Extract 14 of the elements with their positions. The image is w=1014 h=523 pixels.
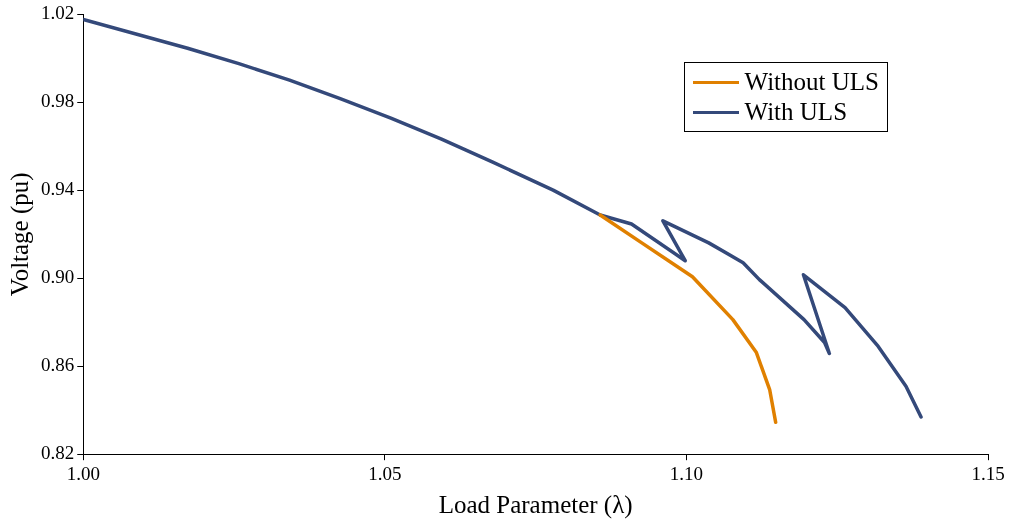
- y-tick-label: 0.90: [41, 266, 75, 288]
- y-axis-title: Voltage (pu): [5, 172, 34, 297]
- y-tick-label: 1.02: [41, 2, 75, 24]
- y-tick-label: 0.94: [41, 178, 75, 200]
- y-tick-label: 0.82: [41, 442, 75, 464]
- x-tick-label: 1.15: [971, 462, 1005, 484]
- y-tick-label: 0.86: [41, 354, 75, 376]
- x-axis-title: Load Parameter (λ): [438, 490, 633, 519]
- x-tick-label: 1.05: [368, 462, 402, 484]
- x-tick-label: 1.10: [669, 462, 704, 484]
- y-tick-label: 0.98: [41, 90, 75, 112]
- legend-label: With ULS: [744, 97, 848, 128]
- legend-label: Without ULS: [744, 67, 879, 98]
- x-tick-label: 1.00: [66, 462, 100, 484]
